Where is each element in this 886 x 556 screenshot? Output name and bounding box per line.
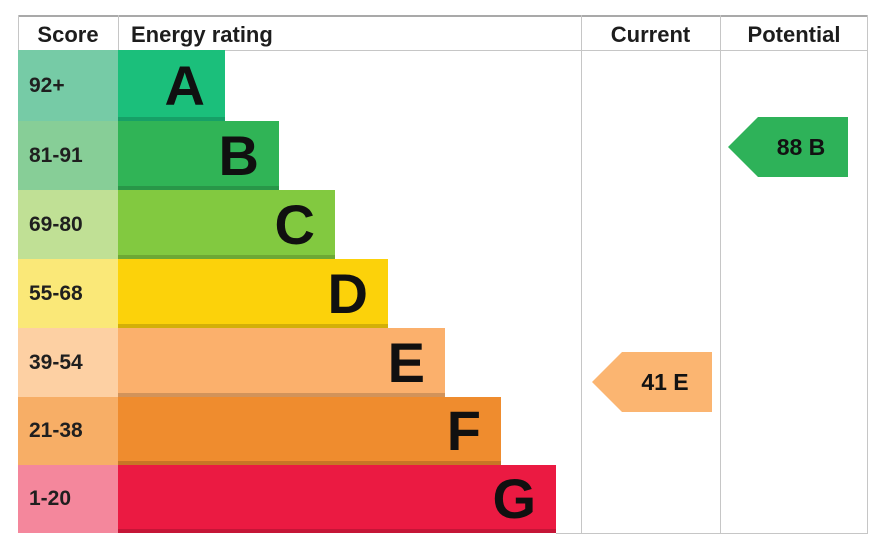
score-column-left-border [18,15,19,50]
rating-row-c: 69-80 C [18,190,868,259]
table-right-border [867,15,868,533]
score-range-g: 1-20 [18,465,118,533]
potential-column-divider [720,15,721,533]
rating-bar-a: A [118,50,225,121]
rating-letter-f: F [446,399,481,462]
score-range-label: 1-20 [29,487,72,510]
current-rating-label: 41 E [641,368,689,395]
score-range-label: 39-54 [29,350,83,374]
rating-row-g: 1-20 G [18,465,868,533]
current-column-header: Current [610,22,691,47]
rating-bar-f: F [118,397,501,465]
header-underline [18,50,868,51]
rating-row-e: 39-54 E [18,328,868,397]
score-range-label: 55-68 [29,281,83,305]
rating-letter-d: D [327,261,368,325]
score-range-d: 55-68 [18,259,118,328]
score-range-e: 39-54 [18,328,118,397]
rating-bar-b: B [118,121,279,190]
potential-column-header: Potential [747,22,841,47]
rating-bar-g: G [118,465,556,533]
table-top-border [18,15,868,17]
score-range-label: 92+ [29,73,65,97]
current-rating-arrow: 41 E [592,352,712,412]
score-range-a: 92+ [18,50,118,121]
score-range-label: 81-91 [29,143,83,167]
rating-letter-a: A [164,53,205,117]
rating-letter-c: C [274,192,315,256]
potential-rating-label: 88 B [776,133,826,160]
current-column-divider [581,15,582,533]
rating-bar-d: D [118,259,388,328]
rating-letter-g: G [492,467,536,530]
energy-rating-column-header: Energy rating [131,22,273,47]
score-range-label: 21-38 [29,419,83,442]
rating-row-b: 81-91 B [18,121,868,190]
potential-rating-arrow: 88 B [728,117,848,177]
rating-row-f: 21-38 F [18,397,868,465]
score-range-f: 21-38 [18,397,118,465]
rating-row-a: 92+ A [18,50,868,121]
score-column-header: Score [37,22,99,47]
score-range-b: 81-91 [18,121,118,190]
rating-bar-c: C [118,190,335,259]
score-range-label: 69-80 [29,212,83,236]
score-column-divider [118,15,119,50]
rating-letter-e: E [387,330,425,394]
rating-row-d: 55-68 D [18,259,868,328]
table-bottom-border [556,533,868,534]
rating-letter-b: B [218,123,259,187]
score-range-c: 69-80 [18,190,118,259]
rating-bar-e: E [118,328,445,397]
